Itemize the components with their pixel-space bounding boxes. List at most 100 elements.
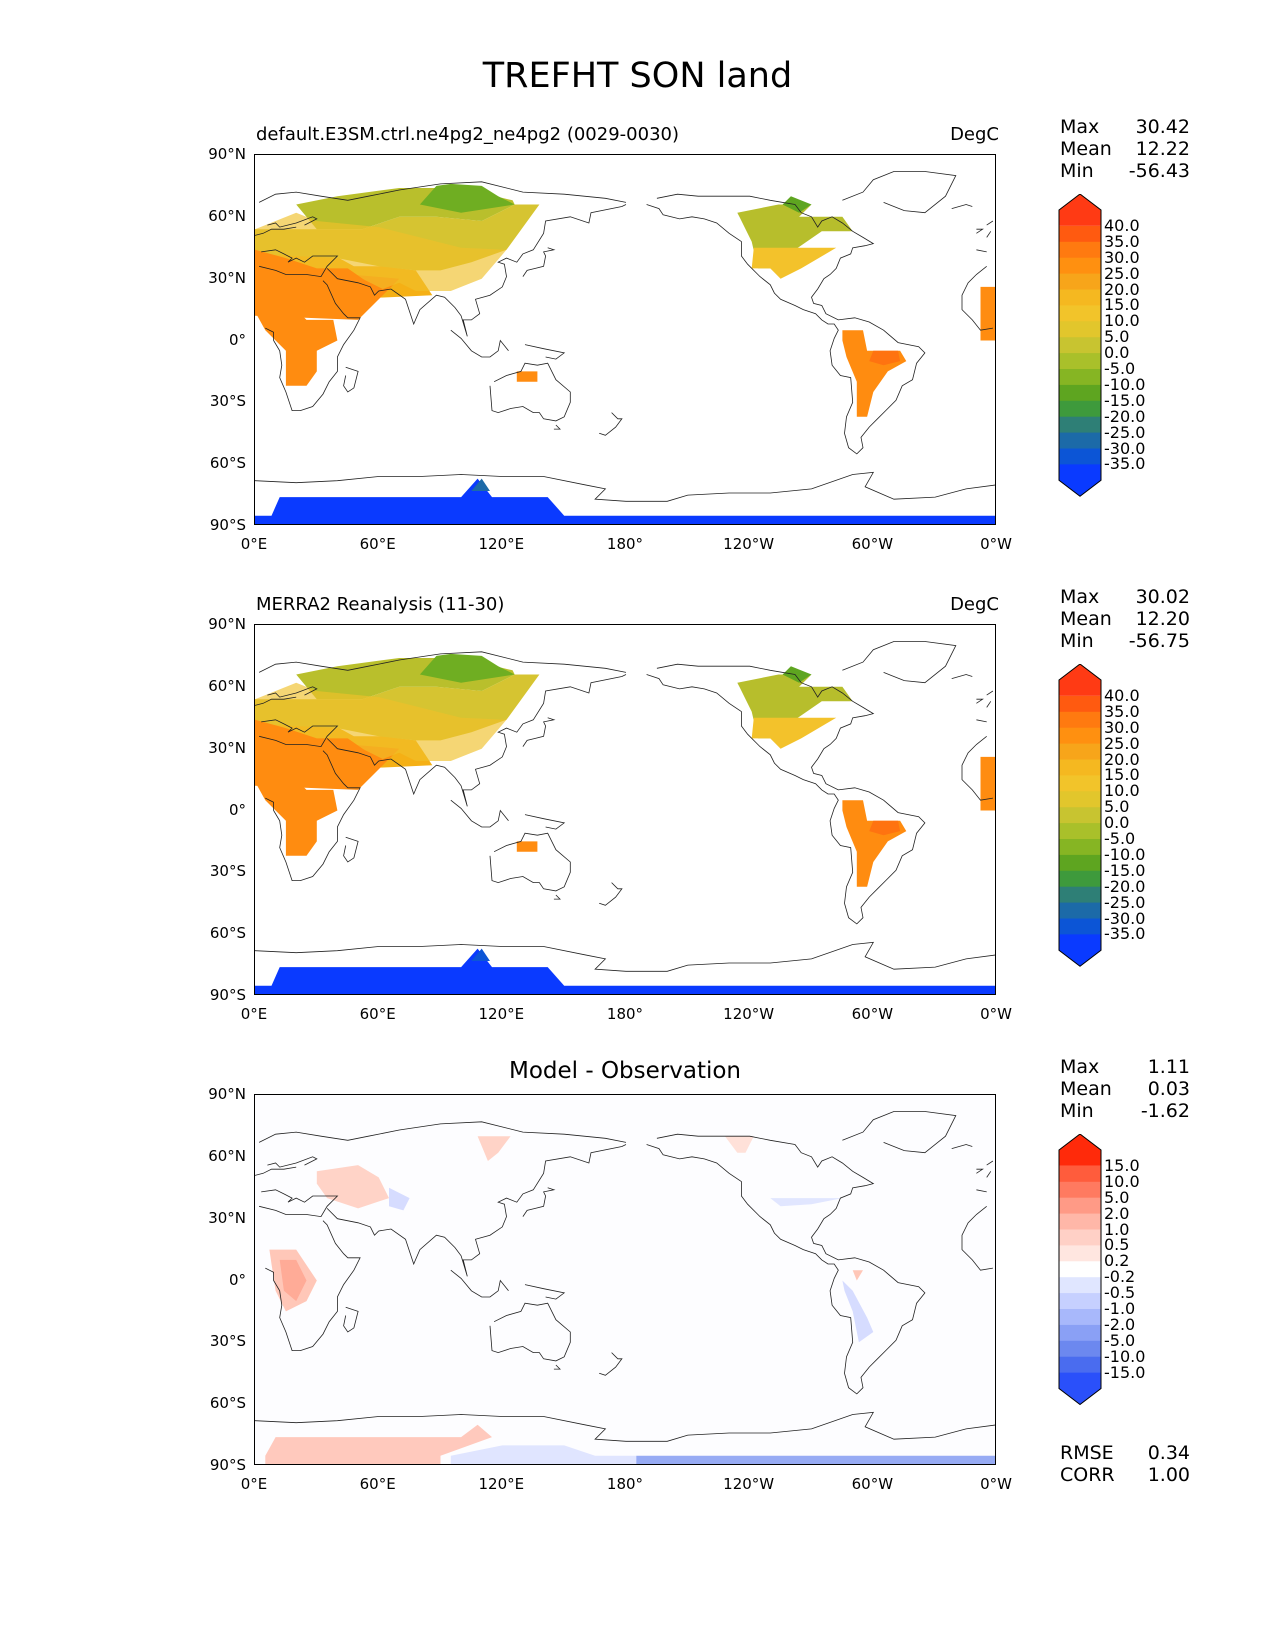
na-cold: [782, 666, 812, 683]
colorbar-min-extend: [1059, 934, 1101, 967]
colorbar-tick-label: -35.0: [1104, 924, 1146, 944]
coastline: [646, 663, 926, 925]
x-tick-label: 0°E: [240, 535, 268, 553]
colorbar-bin: [1059, 432, 1101, 449]
coastline: [255, 226, 297, 236]
cold-region: [419, 183, 515, 213]
coastline: [961, 1205, 993, 1271]
coastline: [265, 280, 361, 412]
x-tick-label: 180°: [606, 535, 644, 553]
colorbar-bin: [1059, 416, 1101, 433]
colorbar-bin: [1059, 369, 1101, 386]
coastline: [599, 882, 623, 906]
coastline: [267, 686, 318, 698]
colorbar-bin: [1059, 918, 1101, 935]
colorbar-tick-label: -0.5: [1104, 1283, 1136, 1303]
coastline: [599, 412, 623, 436]
sa-hot: [869, 350, 901, 366]
antarctica-region: [255, 478, 995, 524]
colorbar-tick-label: 1.0: [1104, 1219, 1130, 1239]
colorbar-tick-label: 0.5: [1104, 1235, 1130, 1255]
colorbar-tick-label: 15.0: [1104, 1155, 1140, 1175]
colorbar-tick-label: -5.0: [1104, 1330, 1136, 1350]
colorbar-tick-label: -15.0: [1104, 1362, 1146, 1382]
colorbar-tick-label: -1.0: [1104, 1299, 1136, 1318]
colorbar-tick-label: 5.0: [1104, 327, 1130, 347]
colorbar-tick-label: 10.0: [1104, 311, 1140, 331]
colorbar-bins: [1058, 1134, 1102, 1406]
figure-title: TREFHT SON land: [482, 56, 793, 96]
x-tick-label: 0°E: [240, 1475, 268, 1493]
x-tick-label: 0°W: [980, 535, 1012, 553]
coastline: [976, 228, 984, 234]
coastline: [255, 941, 995, 972]
colorbar-bins: [1058, 194, 1102, 497]
australia-region: [516, 371, 538, 382]
coastline: [489, 832, 571, 892]
coastline: [326, 674, 627, 807]
colorbar-tick-label: 15.0: [1104, 765, 1140, 785]
diff-background: [255, 1095, 995, 1464]
map-svg: [255, 641, 995, 994]
colorbar-bin: [1059, 886, 1101, 903]
colorbar-bin: [1059, 1293, 1101, 1310]
colorbar-tick-label: -20.0: [1104, 406, 1146, 426]
y-tick-label: 30°N: [208, 268, 246, 287]
stat-label: Min: [1060, 160, 1094, 182]
coastline: [951, 674, 973, 679]
x-tick-label: 120°W: [723, 1475, 775, 1493]
y-tick-label: 90°N: [208, 145, 246, 163]
x-tick-label: 60°E: [359, 535, 396, 553]
colorbar-tick-label: 15.0: [1104, 295, 1140, 315]
colorbar-bin: [1059, 711, 1101, 729]
x-tick-label: 120°W: [723, 1005, 775, 1023]
sahara-region: [255, 719, 379, 770]
colorbar: [1058, 1134, 1102, 1406]
stat-mean: 12.20: [1135, 608, 1190, 630]
coastline: [267, 1156, 318, 1168]
coastline: [489, 362, 571, 422]
stat-mean: 12.22: [1135, 138, 1190, 160]
x-tick-label: 0°W: [980, 1005, 1012, 1023]
coastline: [986, 690, 994, 696]
x-tick-label: 60°E: [359, 1005, 396, 1023]
x-tick-label: 0°W: [980, 1475, 1012, 1493]
colorbar-tick-label: -10.0: [1104, 844, 1146, 864]
y-tick-label: 90°N: [208, 615, 246, 633]
coastline: [842, 641, 957, 684]
colorbar-tick-label: -15.0: [1104, 390, 1146, 410]
panel-units: DegC: [950, 594, 999, 615]
colorbar-tick-label: 35.0: [1104, 231, 1140, 251]
coastline: [961, 735, 993, 801]
diff-region: [450, 1445, 637, 1464]
coastline: [450, 799, 509, 828]
coastline: [343, 1306, 359, 1333]
colorbar: [1058, 194, 1102, 497]
colorbar-outline: [1058, 664, 1102, 967]
map-svg: [255, 171, 995, 524]
coastline: [986, 231, 992, 238]
diff-region: [770, 1198, 843, 1207]
y-tick-label: 60°S: [209, 924, 246, 943]
coastline: [255, 471, 995, 502]
coastline: [450, 329, 509, 358]
colorbar-tick-label: -0.2: [1104, 1267, 1136, 1287]
colorbar-tick-label: 40.0: [1104, 685, 1140, 705]
stats-box: Max 30.42 Mean 12.22 Min -56.43: [1060, 116, 1190, 182]
colorbar-tick-label: -5.0: [1104, 829, 1136, 848]
coastline: [343, 366, 359, 393]
coastline: [976, 1168, 984, 1174]
metric-label: CORR: [1060, 1464, 1115, 1486]
x-tick-label: 120°E: [478, 1005, 525, 1023]
colorbar-bin: [1059, 759, 1101, 776]
colorbar-tick-label: 20.0: [1104, 279, 1140, 299]
coastline: [599, 1352, 623, 1376]
x-tick-label: 60°W: [851, 1005, 894, 1023]
coastline: [522, 717, 556, 747]
colorbar-bin: [1059, 273, 1101, 290]
stat-max: 30.02: [1135, 586, 1190, 608]
diff-region: [842, 1280, 874, 1343]
stat-min: -56.75: [1128, 630, 1190, 652]
model-panel: default.E3SM.ctrl.ne4pg2_ne4pg2 (0029-00…: [0, 116, 1275, 556]
na-warm: [751, 247, 837, 279]
